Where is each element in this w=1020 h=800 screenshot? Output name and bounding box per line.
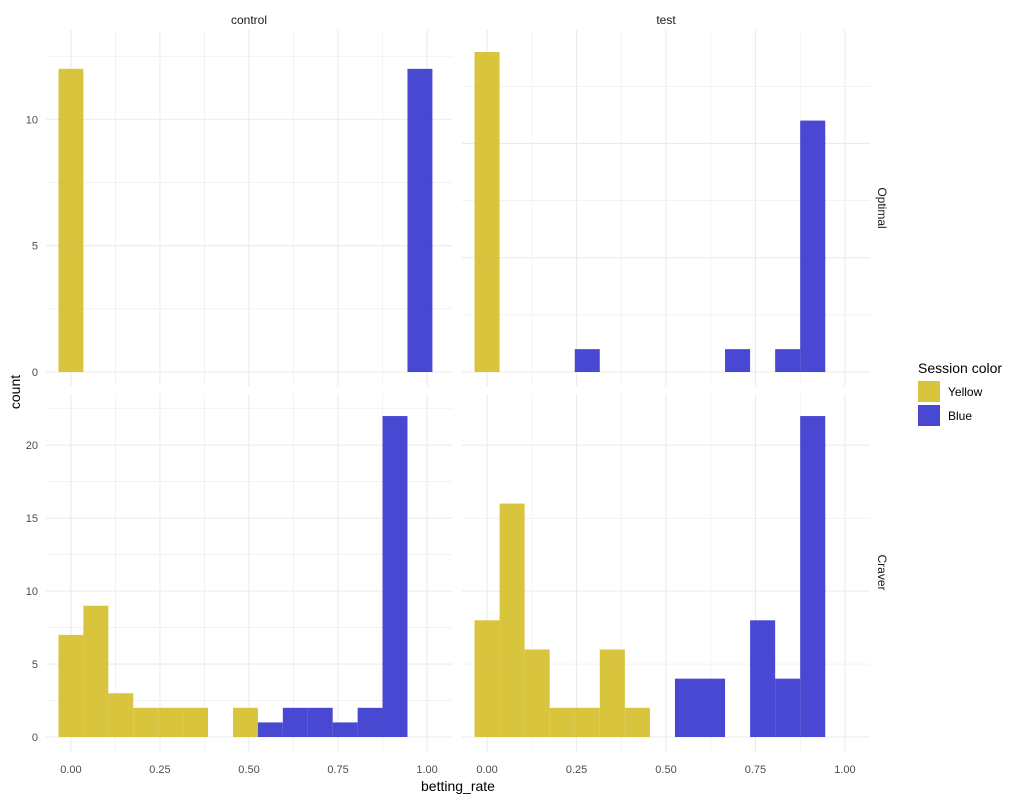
bar-yellow [58, 68, 84, 372]
bar-yellow [232, 707, 258, 737]
bar-yellow [183, 707, 209, 737]
bar-yellow [599, 649, 625, 737]
bar-yellow [108, 693, 134, 737]
panel-test-optimal: test Optimal [462, 13, 889, 386]
legend-title: Session color [918, 360, 1002, 376]
x-tick-label: 0.00 [60, 764, 81, 776]
bar-blue [750, 620, 776, 737]
bar-blue [725, 349, 751, 372]
facet-row-label: Optimal [875, 187, 889, 228]
bar-blue [775, 349, 801, 372]
y-tick-label: 0 [32, 367, 38, 379]
bar-yellow [474, 620, 500, 737]
facet-row-label: Craver [875, 554, 889, 590]
y-tick-label: 15 [26, 513, 38, 525]
bar-blue [800, 120, 826, 372]
y-tick-label: 10 [26, 114, 38, 126]
bar-yellow [58, 634, 84, 737]
bar-blue [257, 722, 283, 737]
facet-column-label: test [656, 13, 676, 27]
y-tick-label: 5 [32, 241, 38, 253]
bar-yellow [474, 52, 500, 372]
legend: Session color Yellow Blue [918, 360, 1002, 426]
x-tick-label: 0.75 [745, 764, 766, 776]
bar-blue [307, 707, 333, 737]
bar-yellow [133, 707, 159, 737]
x-tick-label: 1.00 [416, 764, 437, 776]
bar-blue [332, 722, 358, 737]
bar-yellow [549, 707, 575, 737]
x-tick-label: 0.25 [149, 764, 170, 776]
bar-blue [357, 707, 383, 737]
bar-yellow [499, 503, 525, 737]
bar-blue [407, 68, 433, 372]
bar-blue [775, 678, 801, 737]
x-tick-label: 0.75 [327, 764, 348, 776]
bar-blue [282, 707, 308, 737]
y-tick-label: 10 [26, 586, 38, 598]
x-tick-label: 0.50 [238, 764, 259, 776]
legend-label-blue: Blue [948, 409, 972, 423]
x-tick-label: 0.25 [566, 764, 587, 776]
bar-yellow [83, 605, 109, 737]
y-tick-label: 0 [32, 732, 38, 744]
bar-blue [674, 678, 700, 737]
panel-test-craver: 0.00 0.25 0.50 0.75 1.00 Craver [462, 394, 889, 776]
bar-yellow [158, 707, 184, 737]
bar-blue [800, 416, 826, 737]
bar-yellow [574, 707, 600, 737]
y-axis-title: count [7, 375, 23, 409]
bar-yellow [524, 649, 550, 737]
y-tick-label: 20 [26, 440, 38, 452]
x-tick-label: 0.00 [476, 764, 497, 776]
bar-yellow [624, 707, 650, 737]
legend-key-blue [918, 405, 940, 426]
x-tick-label: 0.50 [655, 764, 676, 776]
x-tick-label: 1.00 [834, 764, 855, 776]
bar-blue [382, 416, 408, 737]
facet-column-label: control [231, 13, 267, 27]
legend-label-yellow: Yellow [948, 385, 983, 399]
x-axis-title: betting_rate [421, 778, 495, 794]
panel-control-craver: 0 5 10 15 20 0.00 0.25 0.50 0.75 1.00 [26, 394, 452, 776]
y-tick-label: 5 [32, 659, 38, 671]
legend-key-yellow [918, 381, 940, 402]
bar-blue [700, 678, 726, 737]
panel-control-optimal: 0 5 10 control [26, 13, 452, 386]
bar-blue [574, 349, 600, 372]
